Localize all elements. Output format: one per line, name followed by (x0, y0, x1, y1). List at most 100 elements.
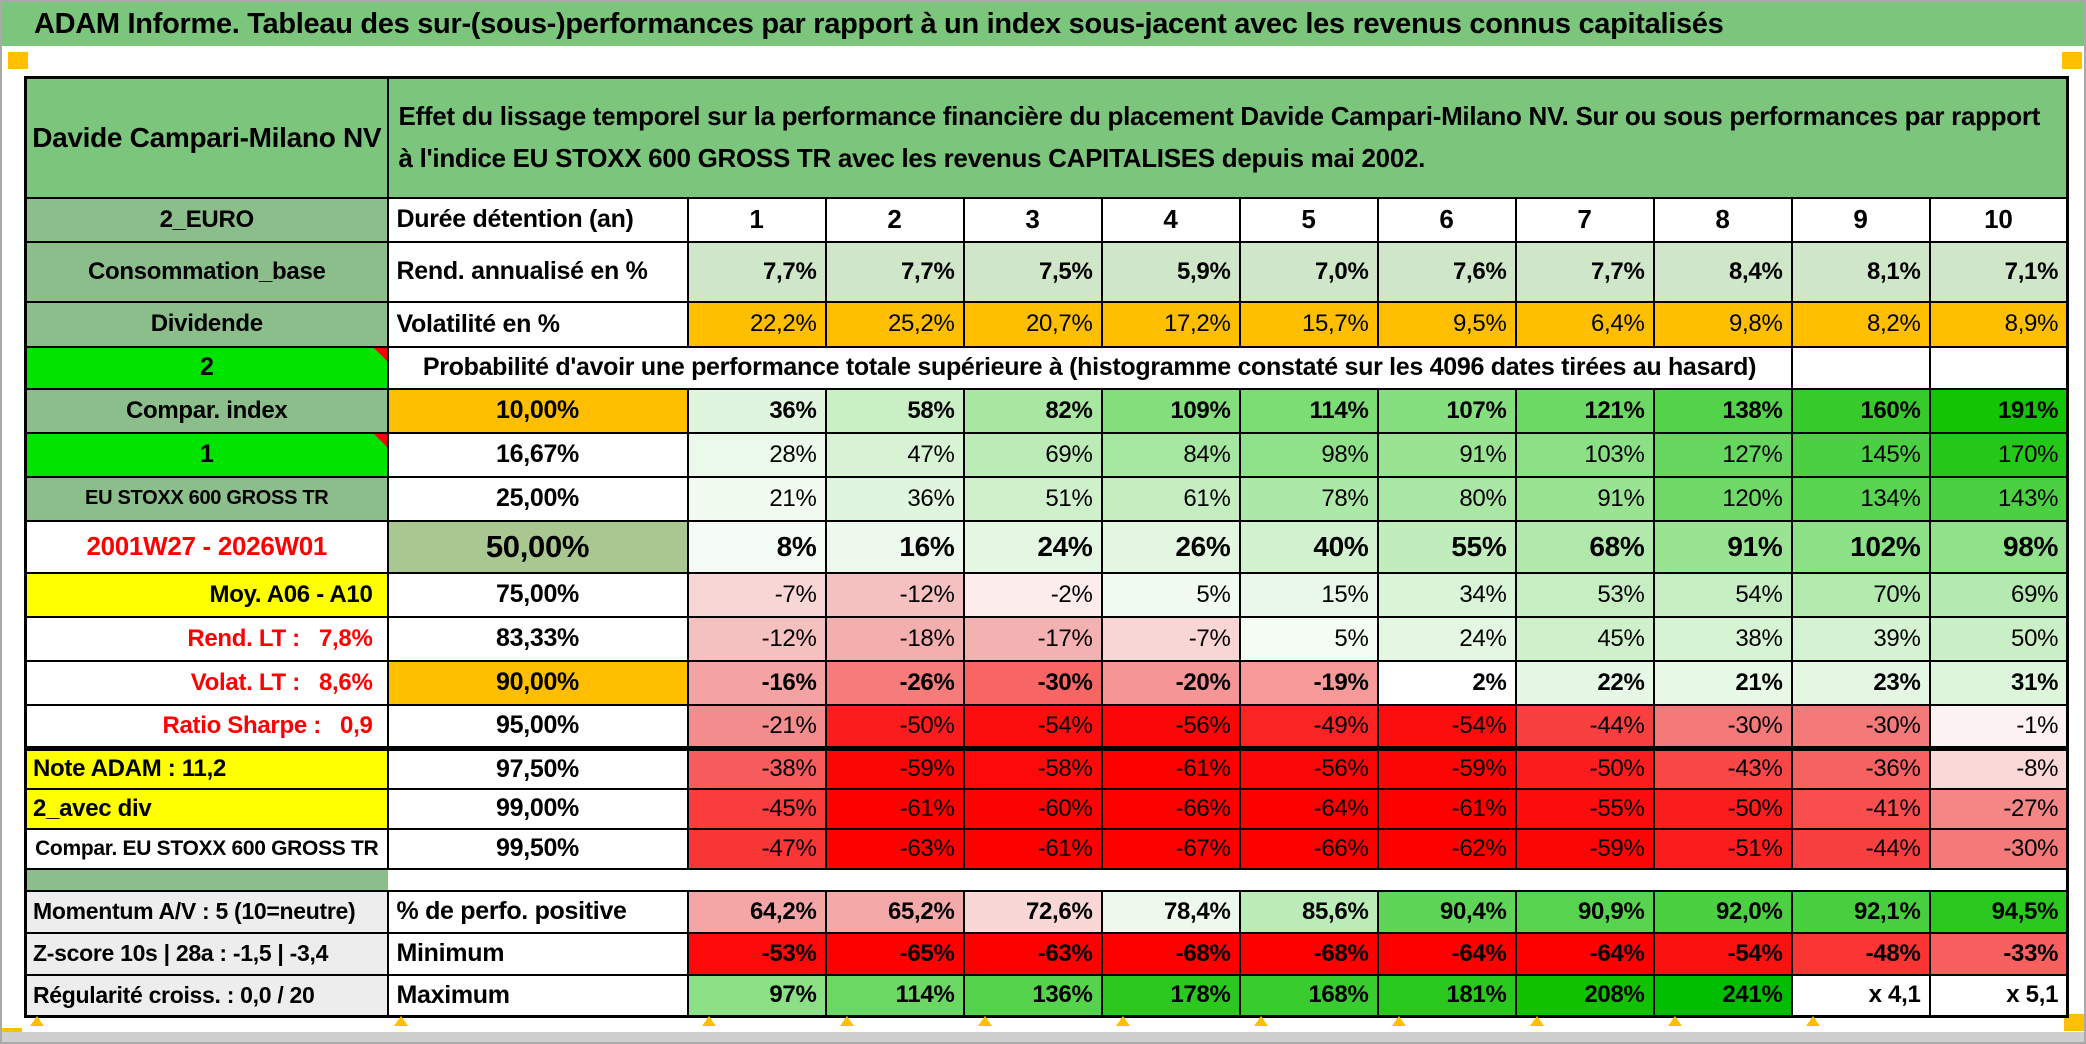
p25-cell-9[interactable]: 120% (1652, 475, 1793, 522)
p975-cell-7[interactable]: -59% (1376, 747, 1517, 790)
p8333-cell-4[interactable]: -17% (962, 615, 1103, 662)
p8333-cell-7[interactable]: 24% (1376, 615, 1517, 662)
p50-cell-3[interactable]: 16% (824, 519, 965, 574)
p1667-cell-1[interactable]: 16,67% (386, 431, 689, 478)
minimum-cell-9[interactable]: -54% (1652, 931, 1793, 976)
p75-cell-9[interactable]: 54% (1652, 571, 1793, 618)
annual-return-cell-2[interactable]: 7,7% (686, 240, 827, 303)
p995-cell-10[interactable]: -44% (1790, 827, 1931, 870)
annual-return-cell-4[interactable]: 7,5% (962, 240, 1103, 303)
p95-cell-7[interactable]: -54% (1376, 703, 1517, 751)
spacer-cell-1[interactable] (387, 868, 2068, 891)
p1667-cell-9[interactable]: 127% (1652, 431, 1793, 478)
p75-cell-11[interactable]: 69% (1928, 571, 2069, 618)
positive-perf-cell-7[interactable]: 90,4% (1376, 889, 1517, 934)
volatility-cell-11[interactable]: 8,9% (1928, 300, 2069, 348)
p90-cell-0[interactable]: Volat. LT : 8,6% (24, 659, 389, 706)
p75-cell-3[interactable]: -12% (824, 571, 965, 618)
p75-cell-1[interactable]: 75,00% (386, 571, 689, 618)
p50-cell-5[interactable]: 26% (1100, 519, 1241, 574)
volatility-cell-4[interactable]: 20,7% (962, 300, 1103, 348)
p95-cell-2[interactable]: -21% (686, 703, 827, 751)
p99-cell-6[interactable]: -64% (1238, 787, 1379, 830)
p10-cell-1[interactable]: 10,00% (386, 387, 689, 434)
p8333-cell-8[interactable]: 45% (1514, 615, 1655, 662)
p90-cell-2[interactable]: -16% (686, 659, 827, 706)
p99-cell-11[interactable]: -27% (1928, 787, 2069, 830)
duration-cell-4[interactable]: 3 (962, 196, 1103, 243)
p10-cell-3[interactable]: 58% (824, 387, 965, 434)
p995-cell-9[interactable]: -51% (1652, 827, 1793, 870)
p25-cell-4[interactable]: 51% (962, 475, 1103, 522)
positive-perf-cell-1[interactable]: % de perfo. positive (386, 889, 689, 934)
volatility-cell-10[interactable]: 8,2% (1790, 300, 1931, 348)
p99-cell-0[interactable]: 2_avec div (24, 787, 389, 830)
positive-perf-cell-6[interactable]: 85,6% (1238, 889, 1379, 934)
probability-caption-cell-0[interactable]: 2 (24, 345, 389, 390)
p90-cell-4[interactable]: -30% (962, 659, 1103, 706)
p995-cell-2[interactable]: -47% (686, 827, 827, 870)
annual-return-cell-7[interactable]: 7,6% (1376, 240, 1517, 303)
p99-cell-1[interactable]: 99,00% (386, 787, 689, 830)
positive-perf-cell-9[interactable]: 92,0% (1652, 889, 1793, 934)
annual-return-cell-10[interactable]: 8,1% (1790, 240, 1931, 303)
p1667-cell-6[interactable]: 98% (1238, 431, 1379, 478)
p8333-cell-0[interactable]: Rend. LT : 7,8% (24, 615, 389, 662)
probability-caption-cell-1[interactable]: Probabilité d'avoir une performance tota… (386, 345, 1793, 390)
p1667-cell-5[interactable]: 84% (1100, 431, 1241, 478)
maximum-cell-5[interactable]: 178% (1100, 973, 1241, 1018)
maximum-cell-9[interactable]: 241% (1652, 973, 1793, 1018)
probability-caption-cell-3[interactable] (1928, 345, 2069, 390)
p8333-cell-10[interactable]: 39% (1790, 615, 1931, 662)
p99-cell-7[interactable]: -61% (1376, 787, 1517, 830)
p25-cell-7[interactable]: 80% (1376, 475, 1517, 522)
p25-cell-10[interactable]: 134% (1790, 475, 1931, 522)
p90-cell-7[interactable]: 2% (1376, 659, 1517, 706)
p995-cell-8[interactable]: -59% (1514, 827, 1655, 870)
p95-cell-9[interactable]: -30% (1652, 703, 1793, 751)
volatility-cell-1[interactable]: Volatilité en % (386, 300, 689, 348)
maximum-cell-6[interactable]: 168% (1238, 973, 1379, 1018)
minimum-cell-11[interactable]: -33% (1928, 931, 2069, 976)
annual-return-cell-3[interactable]: 7,7% (824, 240, 965, 303)
p90-cell-11[interactable]: 31% (1928, 659, 2069, 706)
maximum-cell-11[interactable]: x 5,1 (1928, 973, 2069, 1018)
volatility-cell-0[interactable]: Dividende (24, 300, 389, 348)
p8333-cell-2[interactable]: -12% (686, 615, 827, 662)
p10-cell-5[interactable]: 109% (1100, 387, 1241, 434)
p995-cell-7[interactable]: -62% (1376, 827, 1517, 870)
volatility-cell-8[interactable]: 6,4% (1514, 300, 1655, 348)
p995-cell-11[interactable]: -30% (1928, 827, 2069, 870)
positive-perf-cell-11[interactable]: 94,5% (1928, 889, 2069, 934)
duration-cell-7[interactable]: 6 (1376, 196, 1517, 243)
p90-cell-10[interactable]: 23% (1790, 659, 1931, 706)
maximum-cell-10[interactable]: x 4,1 (1790, 973, 1931, 1018)
minimum-cell-8[interactable]: -64% (1514, 931, 1655, 976)
p25-cell-8[interactable]: 91% (1514, 475, 1655, 522)
volatility-cell-2[interactable]: 22,2% (686, 300, 827, 348)
p50-cell-8[interactable]: 68% (1514, 519, 1655, 574)
p25-cell-3[interactable]: 36% (824, 475, 965, 522)
p8333-cell-1[interactable]: 83,33% (386, 615, 689, 662)
p25-cell-11[interactable]: 143% (1928, 475, 2069, 522)
p10-cell-4[interactable]: 82% (962, 387, 1103, 434)
minimum-cell-6[interactable]: -68% (1238, 931, 1379, 976)
p1667-cell-0[interactable]: 1 (24, 431, 389, 478)
p995-cell-0[interactable]: Compar. EU STOXX 600 GROSS TR (24, 827, 389, 870)
p25-cell-1[interactable]: 25,00% (386, 475, 689, 522)
positive-perf-cell-2[interactable]: 64,2% (686, 889, 827, 934)
p975-cell-6[interactable]: -56% (1238, 747, 1379, 790)
p75-cell-2[interactable]: -7% (686, 571, 827, 618)
p975-cell-5[interactable]: -61% (1100, 747, 1241, 790)
p1667-cell-7[interactable]: 91% (1376, 431, 1517, 478)
duration-cell-6[interactable]: 5 (1238, 196, 1379, 243)
p25-cell-6[interactable]: 78% (1238, 475, 1379, 522)
p99-cell-5[interactable]: -66% (1100, 787, 1241, 830)
duration-cell-2[interactable]: 1 (686, 196, 827, 243)
p75-cell-7[interactable]: 34% (1376, 571, 1517, 618)
volatility-cell-7[interactable]: 9,5% (1376, 300, 1517, 348)
p95-cell-10[interactable]: -30% (1790, 703, 1931, 751)
p95-cell-3[interactable]: -50% (824, 703, 965, 751)
p995-cell-5[interactable]: -67% (1100, 827, 1241, 870)
p975-cell-11[interactable]: -8% (1928, 747, 2069, 790)
